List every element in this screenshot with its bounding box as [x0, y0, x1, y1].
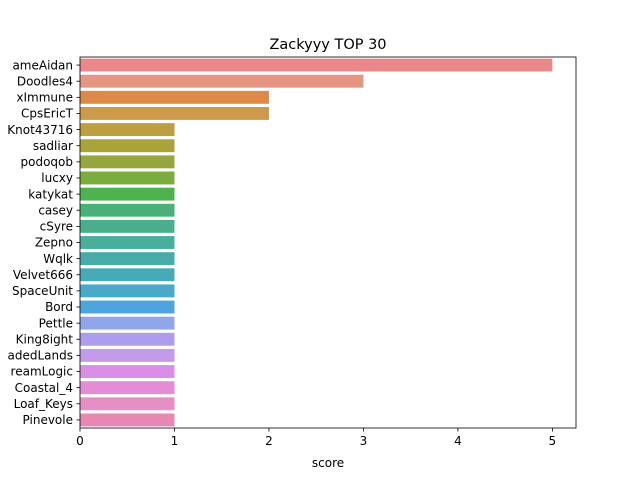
chart-title: Zackyyy TOP 30	[269, 37, 386, 53]
y-tick-label: katykat	[28, 187, 73, 201]
y-axis-ticks: ameAidan Doodles4 xImmune CpsEricT Knot43716…	[7, 58, 80, 427]
bar-4	[80, 123, 175, 137]
bar-16	[80, 316, 175, 330]
bar-2	[80, 90, 269, 104]
bar-8	[80, 187, 175, 201]
bar-22	[80, 413, 175, 427]
bar-13	[80, 268, 175, 282]
bar-10	[80, 219, 175, 233]
y-tick-label: podoqob	[21, 155, 74, 169]
bar-17	[80, 332, 175, 346]
y-tick-label: King8ight	[16, 332, 74, 346]
plot-border	[79, 56, 577, 429]
bar-9	[80, 203, 175, 217]
y-tick-label: Pettle	[39, 316, 73, 330]
bar-7	[80, 171, 175, 185]
bar-21	[80, 397, 175, 411]
bars-group	[80, 58, 553, 427]
y-tick-label: lucxy	[41, 171, 73, 185]
y-tick-label: Coastal_4	[15, 381, 73, 395]
y-tick-label: casey	[38, 203, 73, 217]
bar-15	[80, 300, 175, 314]
y-tick-label: xImmune	[16, 91, 73, 105]
y-tick-label: adedLands	[8, 349, 73, 363]
y-tick-label: sadliar	[33, 139, 73, 153]
y-tick-label: Pinevole	[23, 413, 73, 427]
y-tick-label: ameAidan	[12, 58, 73, 72]
bar-18	[80, 348, 175, 362]
y-tick-label: Zepno	[35, 236, 73, 250]
bar-11	[80, 236, 175, 249]
x-axis-ticks: 0 1 2 3 4 5	[76, 428, 556, 448]
x-tick-label: 5	[549, 434, 557, 448]
x-tick-label: 4	[454, 434, 462, 448]
bar-0	[80, 58, 553, 72]
bar-1	[80, 74, 364, 88]
x-tick-label: 3	[360, 434, 368, 448]
bar-5	[80, 139, 175, 153]
x-tick-label: 1	[171, 434, 179, 448]
axes-frame	[79, 56, 577, 429]
x-tick-label: 0	[76, 434, 84, 448]
y-tick-label: Velvet666	[13, 268, 73, 282]
y-tick-label: cSyre	[40, 220, 73, 234]
bar-6	[80, 155, 175, 169]
bar-20	[80, 381, 175, 395]
y-tick-label: Doodles4	[17, 74, 73, 88]
y-tick-label: Loaf_Keys	[14, 397, 73, 411]
y-tick-label: reamLogic	[11, 365, 73, 379]
y-tick-label: Bord	[45, 300, 73, 314]
y-tick-label: Wqlk	[43, 252, 73, 266]
y-tick-label: SpaceUnit	[12, 284, 73, 298]
bar-19	[80, 365, 175, 378]
bar-3	[80, 107, 269, 120]
bar-14	[80, 284, 175, 298]
y-tick-label: CpsEricT	[21, 107, 74, 121]
y-tick-label: Knot43716	[7, 123, 73, 137]
bar-12	[80, 252, 175, 266]
x-tick-label: 2	[265, 434, 273, 448]
x-axis-label: score	[312, 456, 344, 470]
